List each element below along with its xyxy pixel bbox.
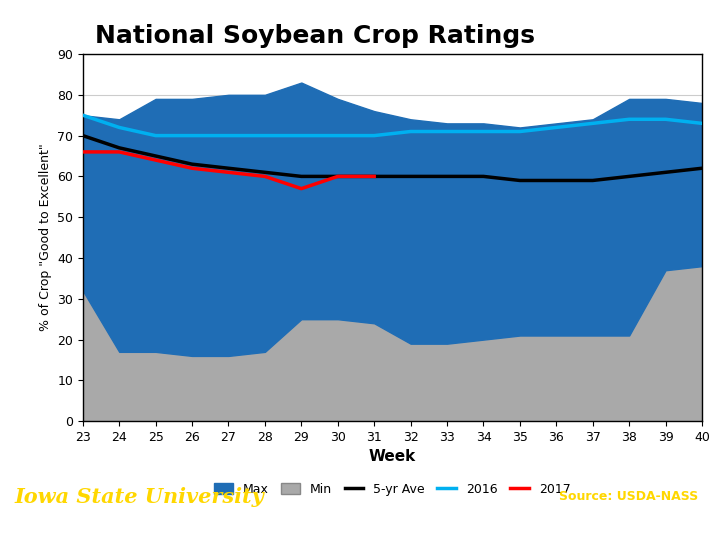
Text: Ag Decision Maker: Ag Decision Maker [554, 517, 698, 531]
X-axis label: Week: Week [369, 449, 416, 464]
Text: Extension and Outreach/Department of Economics: Extension and Outreach/Department of Eco… [14, 519, 330, 530]
Text: Iowa State University: Iowa State University [14, 487, 264, 507]
Y-axis label: % of Crop "Good to Excellent": % of Crop "Good to Excellent" [39, 144, 52, 332]
Text: Source: USDA-NASS: Source: USDA-NASS [559, 490, 698, 503]
Legend: Max, Min, 5-yr Ave, 2016, 2017: Max, Min, 5-yr Ave, 2016, 2017 [210, 479, 575, 500]
Text: National Soybean Crop Ratings: National Soybean Crop Ratings [95, 24, 535, 48]
